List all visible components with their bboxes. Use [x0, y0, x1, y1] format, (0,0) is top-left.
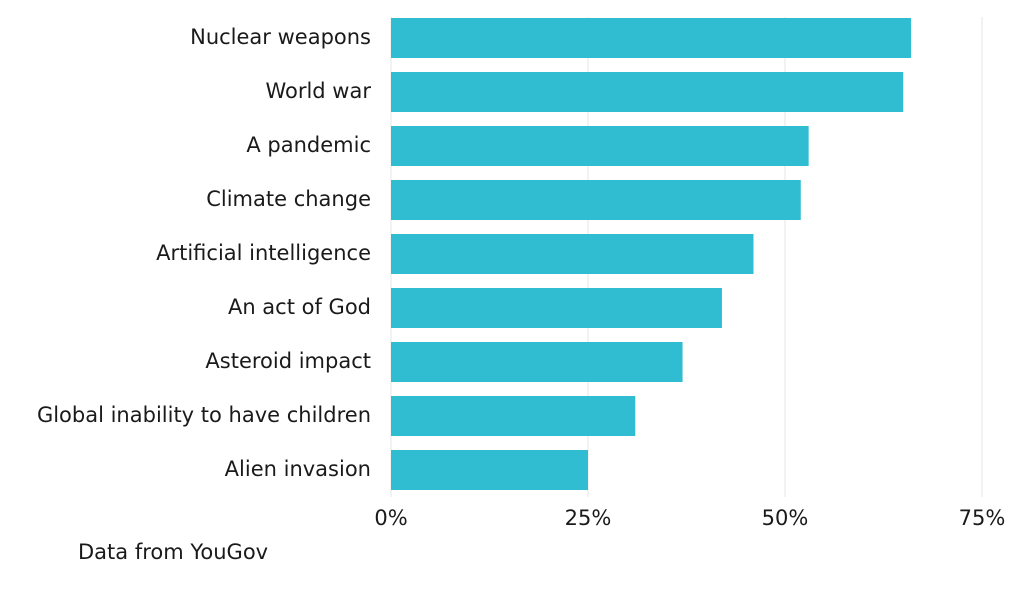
x-tick-label: 75%: [959, 506, 1006, 530]
y-tick-label: Artificial intelligence: [156, 241, 371, 265]
y-tick-label: Asteroid impact: [205, 349, 371, 373]
x-tick-label: 50%: [762, 506, 809, 530]
y-tick-label: A pandemic: [246, 133, 371, 157]
source-note: Data from YouGov: [78, 540, 268, 564]
bar: [391, 180, 801, 220]
bar: [391, 396, 636, 436]
bar: [391, 342, 683, 382]
bar: [391, 450, 588, 490]
bar: [391, 18, 912, 58]
y-tick-label: Climate change: [206, 187, 371, 211]
y-tick-label: Nuclear weapons: [190, 25, 371, 49]
y-tick-label: Alien invasion: [225, 457, 371, 481]
bar: [391, 234, 754, 274]
y-tick-label: World war: [265, 79, 371, 103]
y-tick-label: Global inability to have children: [37, 403, 371, 427]
bar: [391, 72, 904, 112]
y-tick-label: An act of God: [228, 295, 371, 319]
bar: [391, 288, 722, 328]
x-tick-label: 0%: [374, 506, 407, 530]
bar: [391, 126, 809, 166]
x-tick-label: 25%: [565, 506, 612, 530]
